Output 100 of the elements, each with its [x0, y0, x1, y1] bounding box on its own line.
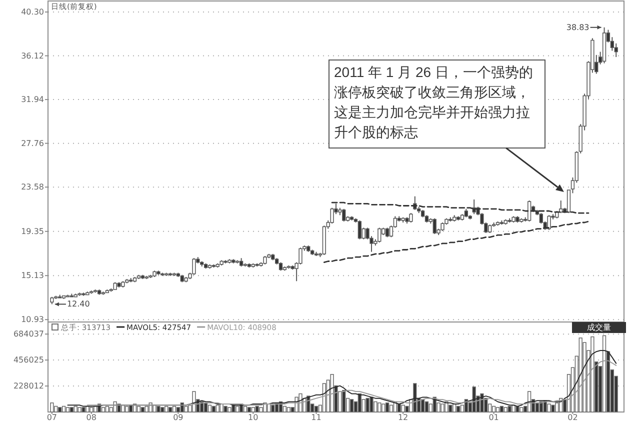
bar — [424, 401, 429, 412]
bar — [54, 406, 58, 412]
bar — [243, 406, 248, 412]
x-tick-label: 07 — [46, 413, 58, 421]
bar — [401, 404, 405, 412]
bar — [74, 406, 78, 412]
bar — [547, 404, 551, 412]
bar — [62, 406, 66, 412]
bar — [121, 404, 125, 412]
x-tick-label: 12 — [398, 413, 408, 421]
bar — [224, 406, 228, 412]
y-tick-label: 23.58 — [21, 182, 44, 192]
bar — [378, 402, 382, 412]
candlestick — [409, 212, 413, 224]
bar — [389, 404, 394, 412]
bar — [50, 402, 54, 412]
x-tick-label: 02 — [568, 413, 578, 421]
annotation: 12.40 — [66, 300, 90, 309]
bar — [156, 406, 160, 412]
bar — [208, 404, 212, 412]
bar — [144, 406, 148, 412]
bar — [228, 407, 232, 412]
y-tick-label: 27.76 — [21, 138, 44, 148]
y-tick-label: 684037 — [13, 330, 44, 339]
bar — [251, 407, 255, 412]
bar — [168, 407, 172, 412]
bar — [164, 406, 168, 412]
note: 12.40 — [54, 300, 90, 309]
candlestick — [385, 227, 390, 238]
bar — [590, 336, 594, 412]
bar — [452, 404, 456, 412]
bar — [58, 407, 62, 412]
bar — [160, 407, 164, 412]
bar — [282, 406, 287, 412]
bar — [140, 407, 145, 412]
line-series — [86, 360, 617, 406]
candlestick — [378, 227, 382, 243]
x-tick-label: 11 — [311, 413, 322, 421]
bar — [172, 406, 176, 412]
bar — [578, 338, 582, 412]
bar — [247, 407, 252, 412]
y-tick-label: 10.93 — [21, 315, 44, 324]
bar — [216, 404, 220, 412]
bar — [492, 406, 496, 412]
bar — [286, 407, 290, 412]
bar — [512, 404, 516, 412]
candlestick — [432, 218, 436, 235]
bar — [350, 399, 354, 412]
annotation: 成交量 — [587, 323, 611, 332]
candlestick — [527, 200, 532, 222]
annotation: 38.83 — [566, 22, 590, 32]
x-tick-label: 01 — [488, 413, 499, 421]
bar — [90, 407, 94, 412]
note: 38.83 — [566, 22, 602, 32]
candlestick — [342, 208, 346, 222]
bar — [330, 374, 334, 412]
bar — [382, 404, 386, 412]
bar — [504, 407, 508, 412]
bar — [152, 404, 156, 412]
y-tick-label: 40.30 — [21, 7, 44, 16]
bar — [212, 406, 216, 412]
bar — [129, 404, 133, 412]
y-tick-label: 228012 — [13, 382, 44, 391]
y-tick-label: 456025 — [13, 356, 44, 365]
note: 成交量 — [572, 322, 626, 333]
bar — [101, 407, 106, 412]
bar — [105, 406, 109, 412]
y-tick-label: 19.35 — [21, 226, 44, 236]
note: 2011 年 1 月 26 日，一个强势的涨停板突破了收敛三角形区域，这是主力加仓完毕并开始强力拉升个股的标志 — [328, 60, 546, 148]
bar — [86, 406, 90, 412]
bar — [220, 404, 224, 412]
bar — [440, 404, 444, 412]
bar — [520, 407, 524, 412]
candlestick — [192, 258, 196, 276]
y-tick-label: 36.12 — [21, 51, 44, 60]
bar — [184, 406, 188, 412]
y-tick-label: 15.13 — [21, 271, 44, 280]
annotation: 2011 年 1 月 26 日，一个强势的涨停板突破了收敛三角形区域，这是主力加仓完毕并开始强力拉升个股的标志 — [334, 64, 533, 140]
bar — [602, 335, 606, 412]
bar — [66, 407, 70, 412]
bar — [444, 401, 448, 412]
bar — [236, 406, 240, 412]
x-tick-label: 09 — [173, 413, 184, 421]
bar — [78, 407, 82, 412]
candlestick — [358, 220, 362, 240]
y-tick-label: 31.94 — [21, 95, 44, 104]
x-tick-label: 08 — [86, 413, 96, 421]
bar — [314, 406, 318, 412]
bar — [496, 407, 500, 412]
bar — [555, 402, 559, 412]
bar — [322, 383, 326, 412]
candlestick — [547, 214, 551, 230]
x-tick-label: 10 — [248, 413, 258, 421]
candlestick — [614, 42, 618, 58]
bar — [136, 406, 141, 412]
bar — [125, 406, 129, 412]
line-series — [323, 220, 590, 263]
bar — [374, 401, 378, 412]
bar — [500, 406, 504, 412]
bar — [113, 401, 117, 412]
